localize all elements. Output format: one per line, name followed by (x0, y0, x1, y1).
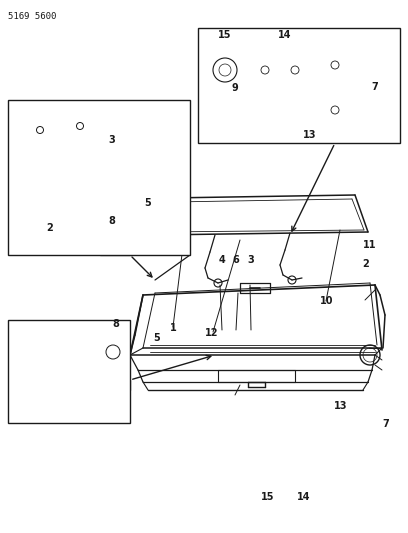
Text: 5: 5 (154, 334, 160, 343)
Text: 9: 9 (231, 83, 238, 93)
Text: 13: 13 (303, 130, 317, 140)
Text: 7: 7 (382, 419, 389, 429)
Text: 3: 3 (248, 255, 254, 264)
Text: 2: 2 (362, 259, 368, 269)
Text: 15: 15 (261, 492, 275, 502)
Text: 15: 15 (218, 30, 232, 40)
Text: 10: 10 (319, 296, 333, 306)
Text: 1: 1 (170, 323, 177, 333)
Text: 3: 3 (109, 135, 115, 145)
Text: 11: 11 (362, 240, 376, 250)
Text: 12: 12 (205, 328, 219, 338)
Text: 2: 2 (47, 223, 53, 233)
Text: 8: 8 (113, 319, 120, 329)
Text: 5: 5 (144, 198, 151, 208)
Text: 5169 5600: 5169 5600 (8, 12, 56, 21)
Text: 7: 7 (372, 82, 378, 92)
Bar (8, 320, 130, 423)
Text: 14: 14 (278, 30, 292, 40)
Bar (198, 28, 400, 143)
Text: 14: 14 (297, 492, 311, 502)
Bar (8, 100, 190, 255)
Text: 4: 4 (219, 255, 226, 264)
Text: 13: 13 (334, 401, 348, 411)
Text: 6: 6 (233, 255, 239, 264)
Text: 8: 8 (109, 216, 115, 226)
